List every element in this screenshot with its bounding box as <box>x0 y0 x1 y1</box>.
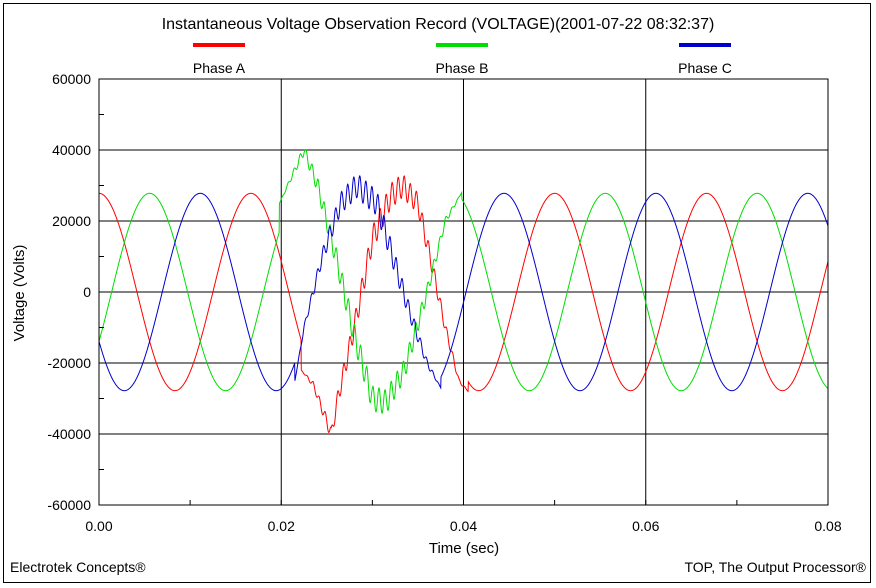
legend: Phase A Phase B Phase C <box>193 43 732 76</box>
x-axis-title: Time (sec) <box>429 540 499 557</box>
x-tick-labels: 0.00 0.02 0.04 0.06 0.08 <box>85 518 841 534</box>
series-layer <box>98 148 829 433</box>
chart-title: Instantaneous Voltage Observation Record… <box>162 16 715 33</box>
x-tick-label: 0.08 <box>814 518 841 534</box>
x-tick-label: 0.02 <box>268 518 295 534</box>
series-line <box>98 175 829 433</box>
x-tick-label: 0.04 <box>450 518 477 534</box>
grid <box>99 79 828 505</box>
footer-left: Electrotek Concepts® <box>10 559 146 575</box>
y-tick-label: 0 <box>83 284 91 300</box>
series-line <box>98 175 829 392</box>
y-tick-label: -60000 <box>47 497 91 513</box>
y-tick-label: -40000 <box>47 426 91 442</box>
footer-right: TOP, The Output Processor® <box>684 559 866 575</box>
y-tick-label: 60000 <box>52 71 91 87</box>
y-tick-labels: -60000 -40000 -20000 0 20000 40000 60000 <box>47 71 91 513</box>
legend-label: Phase C <box>678 60 732 76</box>
legend-label: Phase B <box>436 60 489 76</box>
minor-ticks <box>98 78 829 506</box>
x-tick-label: 0.06 <box>632 518 659 534</box>
y-tick-label: 20000 <box>52 213 91 229</box>
x-tick-label: 0.00 <box>85 518 112 534</box>
y-tick-label: 40000 <box>52 142 91 158</box>
chart-frame <box>3 3 871 583</box>
legend-label: Phase A <box>193 60 246 76</box>
y-axis-title: Voltage (Volts) <box>11 245 28 342</box>
y-tick-label: -20000 <box>47 355 91 371</box>
